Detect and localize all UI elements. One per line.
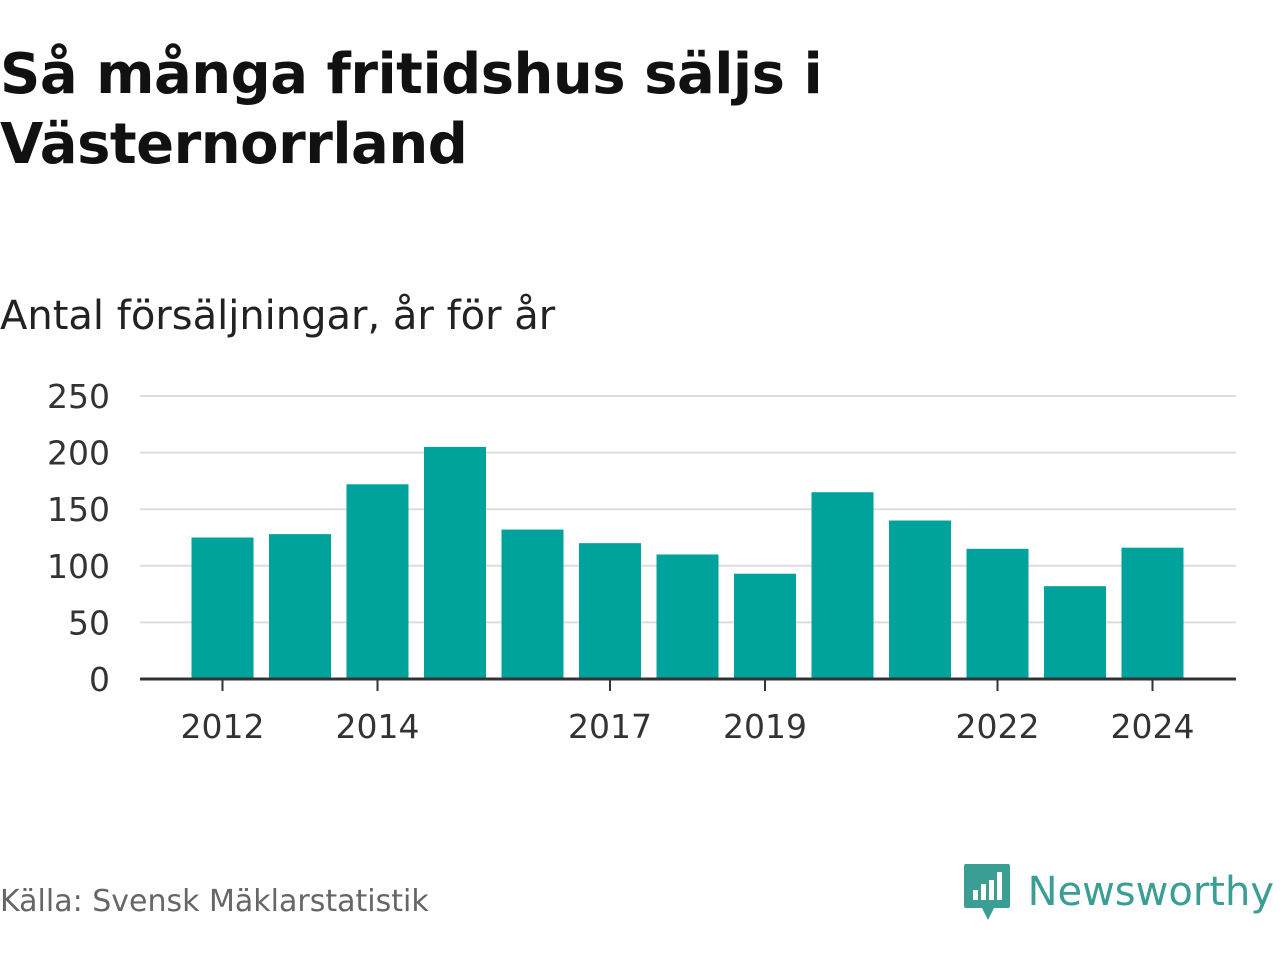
bar-2017 — [579, 543, 641, 679]
y-tick-label: 50 — [68, 603, 110, 642]
bar-chart: 0 50 100 150 200 250 2012 2014 2017 2019 2022 2024 — [47, 377, 1236, 746]
y-tick-label: 200 — [47, 434, 110, 473]
bar-2016 — [501, 529, 564, 679]
x-tick-label: 2024 — [1111, 707, 1195, 746]
x-tick-label: 2012 — [181, 707, 265, 746]
x-tick-label: 2017 — [568, 707, 652, 746]
bar-2022 — [966, 548, 1029, 679]
bars — [191, 446, 1184, 679]
bar-2019 — [734, 573, 796, 679]
chart-title: Så många fritidshus säljs i Västernorrla… — [0, 42, 823, 177]
bar-2012 — [191, 537, 254, 679]
brand-logo: Newsworthy — [962, 862, 1274, 922]
chart-subtitle: Antal försäljningar, år för år — [0, 293, 556, 339]
x-tick-label: 2022 — [956, 707, 1040, 746]
bar-2023 — [1044, 586, 1106, 679]
bar-2021 — [889, 520, 951, 679]
bar-chart-speech-bubble-icon — [963, 864, 1010, 920]
y-axis-ticks: 0 50 100 150 200 250 — [47, 377, 110, 699]
bar-2024 — [1121, 547, 1184, 679]
brand-name: Newsworthy — [1027, 869, 1274, 915]
bar-2013 — [269, 534, 331, 679]
y-tick-label: 100 — [47, 547, 110, 586]
bar-2014 — [346, 484, 409, 679]
y-tick-label: 250 — [47, 377, 110, 416]
y-tick-label: 150 — [47, 490, 110, 529]
bar-2015 — [424, 446, 486, 679]
x-tick-label: 2014 — [336, 707, 420, 746]
source-note: Källa: Svensk Mäklarstatistik — [0, 884, 429, 919]
x-tick-label: 2019 — [723, 707, 807, 746]
y-tick-label: 0 — [89, 660, 110, 699]
x-axis-ticks: 2012 2014 2017 2019 2022 2024 — [181, 679, 1195, 746]
bar-2018 — [656, 554, 719, 679]
bar-2020 — [811, 492, 874, 679]
